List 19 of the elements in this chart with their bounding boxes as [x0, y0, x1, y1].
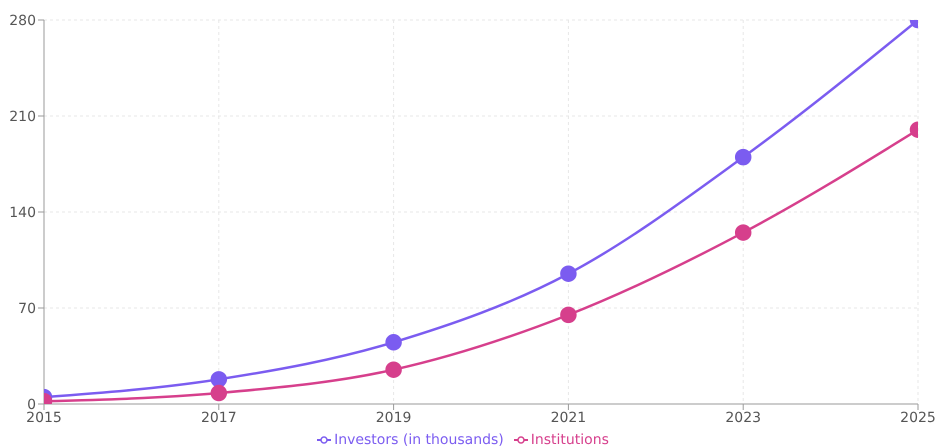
point [734, 148, 752, 166]
y-tick-label: 280 [9, 12, 36, 29]
point [560, 265, 577, 282]
x-tick-label: 2021 [550, 410, 586, 426]
point [560, 306, 577, 324]
point [385, 361, 402, 378]
point [210, 384, 228, 402]
x-tick-label: 2017 [200, 410, 237, 426]
legend-label: Investors (in thousands) [333, 432, 504, 448]
point [734, 224, 752, 241]
x-tick-label: 2025 [900, 410, 936, 426]
point [210, 371, 228, 388]
point [385, 334, 402, 351]
x-tick-label: 2019 [376, 410, 412, 426]
y-tick-label: 210 [9, 108, 36, 125]
y-tick-label: 140 [9, 204, 36, 221]
legend-label: Institutions [530, 432, 609, 448]
y-tick-label: 70 [18, 300, 36, 317]
x-tick-label: 2023 [725, 410, 762, 426]
